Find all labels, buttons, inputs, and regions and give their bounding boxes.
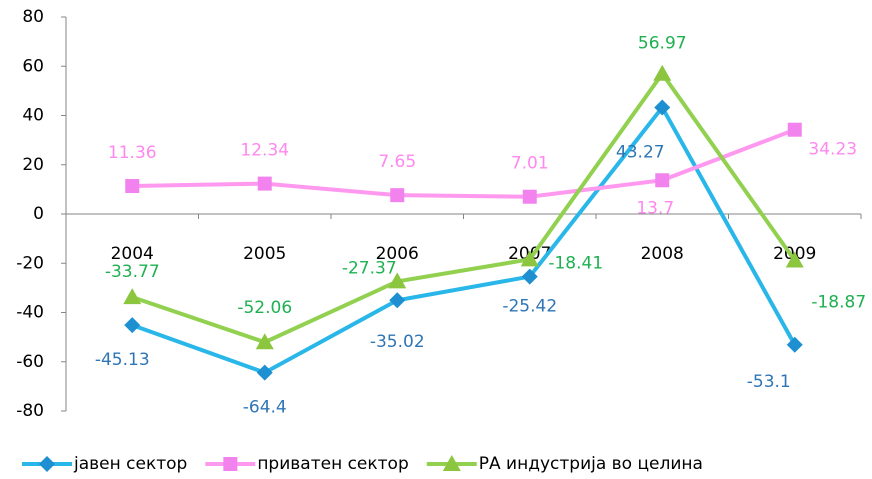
data-label: 34.23: [808, 140, 857, 160]
data-label: -18.87: [811, 292, 866, 312]
data-label: -25.42: [502, 297, 557, 317]
point: [390, 188, 405, 203]
data-label: -18.41: [548, 253, 603, 273]
point: [125, 179, 140, 194]
y-tick-label: 60: [22, 56, 44, 76]
y-tick-label: -60: [16, 352, 44, 372]
x-tick-label: 2006: [376, 244, 419, 264]
data-label: -52.06: [237, 298, 292, 318]
data-label: -35.02: [370, 332, 425, 352]
y-tick-label: 40: [22, 106, 44, 126]
legend-marker: [442, 455, 461, 471]
point: [389, 292, 406, 309]
x-tick-label: 2008: [641, 244, 684, 264]
data-label: -53.1: [747, 372, 791, 392]
x-tick-label: 2005: [243, 244, 286, 264]
point: [787, 122, 802, 137]
legend-marker: [223, 457, 238, 471]
data-label: 56.97: [638, 34, 687, 54]
series-line: [131, 103, 797, 375]
y-tick-label: -80: [16, 401, 44, 421]
data-label: 13.7: [636, 198, 674, 218]
data-label: 11.36: [108, 143, 157, 163]
y-tick-label: -20: [16, 253, 44, 273]
point: [123, 288, 142, 305]
x-tick-label: 2004: [111, 244, 154, 264]
y-tick-label: 80: [22, 7, 44, 27]
y-tick-label: -40: [16, 303, 44, 323]
point: [521, 268, 538, 285]
series-line: [132, 127, 796, 199]
point: [255, 333, 274, 350]
point: [256, 364, 273, 381]
legend-label: приватен сектор: [257, 454, 408, 474]
point: [388, 272, 407, 289]
series-line: [131, 70, 797, 345]
legend-marker: [39, 456, 55, 472]
point: [786, 336, 803, 353]
data-label: -45.13: [95, 350, 150, 370]
legend-label: РА индустрија во целина: [479, 454, 703, 474]
data-label: 12.34: [240, 141, 289, 161]
data-label: 7.01: [511, 154, 549, 174]
y-tick-label: 0: [33, 204, 44, 224]
point: [653, 64, 672, 81]
point: [520, 250, 539, 267]
y-tick-label: 20: [22, 155, 44, 175]
point: [655, 173, 670, 188]
data-label: -64.4: [243, 398, 287, 418]
point: [654, 99, 671, 116]
point: [124, 317, 141, 334]
point: [785, 251, 804, 268]
point: [257, 176, 272, 191]
point: [522, 189, 537, 204]
data-label: -27.37: [342, 258, 397, 278]
data-label: 7.65: [378, 152, 416, 172]
legend-label: јавен сектор: [73, 454, 187, 474]
data-label: 43.27: [616, 142, 665, 162]
data-label: -33.77: [105, 262, 160, 282]
